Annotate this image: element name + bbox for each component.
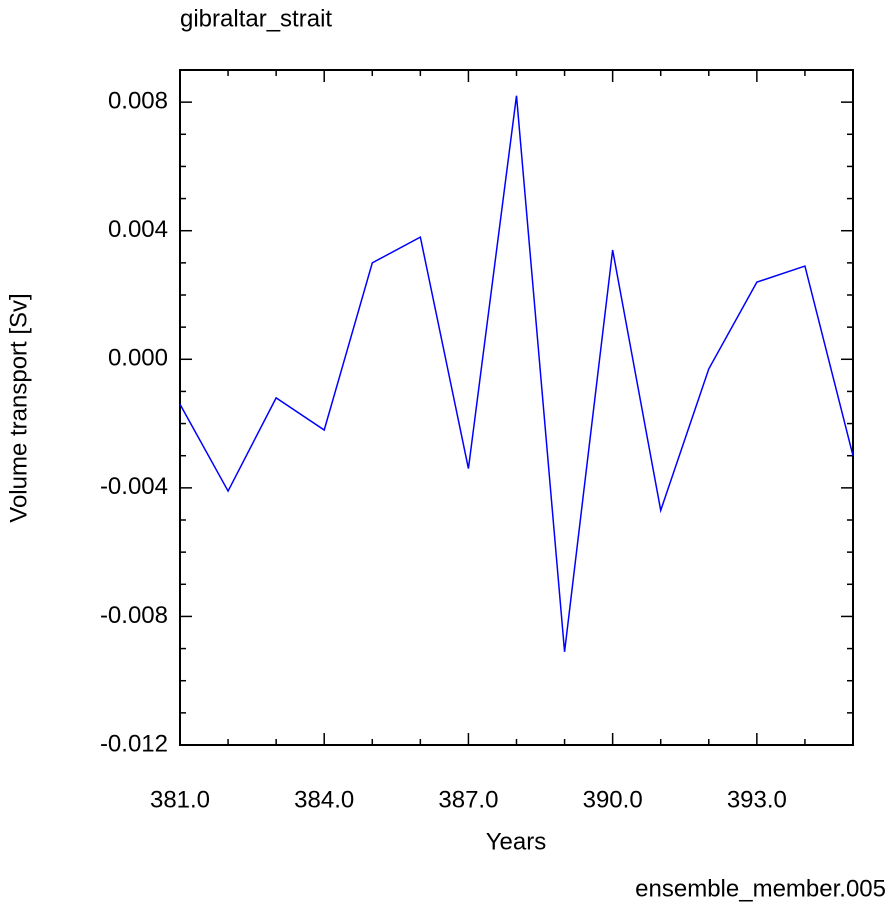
y-tick-label: -0.008: [100, 602, 168, 629]
y-axis-label: Volume transport [Sv]: [5, 293, 32, 522]
y-tick-label: 0.000: [108, 345, 168, 372]
x-tick-label: 381.0: [150, 786, 210, 813]
y-tick-label: -0.012: [100, 730, 168, 757]
x-tick-label: 393.0: [727, 786, 787, 813]
x-tick-label: 384.0: [294, 786, 354, 813]
plot-frame: [179, 69, 854, 746]
x-tick-label: 390.0: [583, 786, 643, 813]
x-tick-label: 387.0: [438, 786, 498, 813]
x-axis-label: Years: [486, 828, 547, 855]
y-tick-label: 0.008: [108, 87, 168, 114]
chart-title: gibraltar_strait: [180, 5, 332, 32]
y-tick-label: -0.004: [100, 473, 168, 500]
subtitle: ensemble_member.005: [635, 875, 886, 902]
y-tick-label: 0.004: [108, 216, 168, 243]
series-line: [179, 95, 854, 652]
